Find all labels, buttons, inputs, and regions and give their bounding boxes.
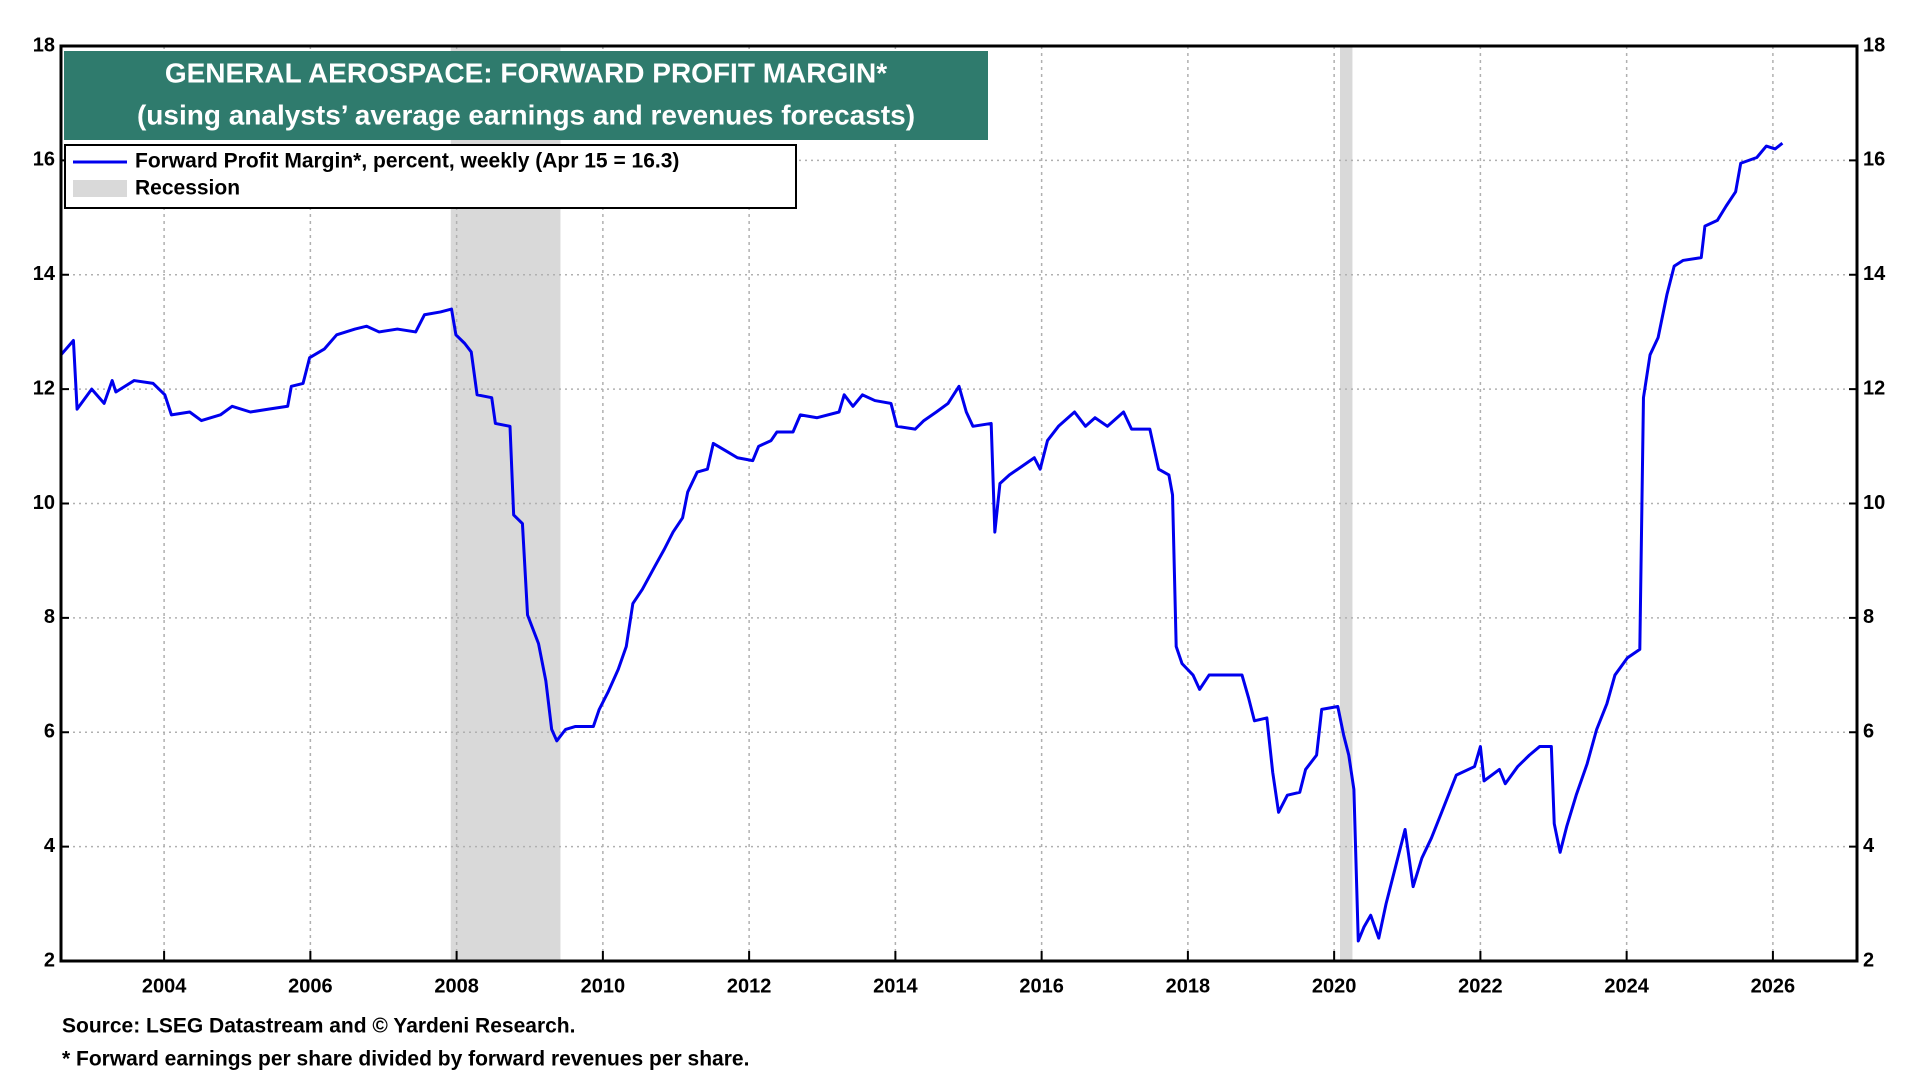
x-tick-label: 2010 [581,975,626,997]
data-layer [59,142,1784,943]
y-tick-label: 12 [33,377,55,399]
y-tick-label: 2 [44,949,55,971]
x-tick-label: 2004 [142,975,187,997]
chart-subtitle: (using analysts’ average earnings and re… [137,99,915,130]
source-note: Source: LSEG Datastream and © Yardeni Re… [62,1015,575,1038]
legend-recession-swatch [73,180,127,197]
y-tick-label: 18 [33,34,55,56]
y-tick-label: 10 [33,492,55,514]
y-tick-label: 6 [44,721,55,743]
y2-tick-label: 10 [1863,492,1885,514]
footnote: * Forward earnings per share divided by … [62,1048,749,1071]
y-tick-label: 16 [33,149,55,171]
data-line [59,142,1784,943]
x-tick-label: 2008 [434,975,479,997]
y2-tick-label: 4 [1863,835,1875,857]
y2-tick-label: 14 [1863,263,1886,285]
y-tick-label: 14 [33,263,56,285]
y2-tick-label: 8 [1863,606,1874,628]
y-tick-label: 4 [44,835,56,857]
y2-tick-label: 12 [1863,377,1885,399]
legend-box [64,144,797,209]
y2-tick-label: 2 [1863,949,1874,971]
y2-tick-label: 18 [1863,34,1885,56]
legend-label: Forward Profit Margin*, percent, weekly … [135,150,679,173]
x-tick-label: 2020 [1312,975,1357,997]
x-tick-label: 2006 [288,975,333,997]
x-tick-label: 2022 [1458,975,1503,997]
y2-tick-label: 16 [1863,149,1885,171]
x-tick-label: 2018 [1166,975,1211,997]
chart-title: GENERAL AEROSPACE: FORWARD PROFIT MARGIN… [165,57,887,88]
x-tick-label: 2012 [727,975,772,997]
x-tick-label: 2026 [1751,975,1796,997]
x-tick-label: 2014 [873,975,918,997]
x-tick-label: 2024 [1604,975,1649,997]
plot-frame [59,44,1859,963]
y2-tick-label: 6 [1863,721,1874,743]
legend-label: Recession [135,177,240,200]
y-tick-label: 8 [44,606,55,628]
grid-layer: 2 2 4 4 6 6 8 8 10 10 12 12 14 14 16 16 18 18 2004 2006 2008… [33,34,1886,997]
x-tick-label: 2016 [1019,975,1064,997]
title-box [64,51,988,140]
